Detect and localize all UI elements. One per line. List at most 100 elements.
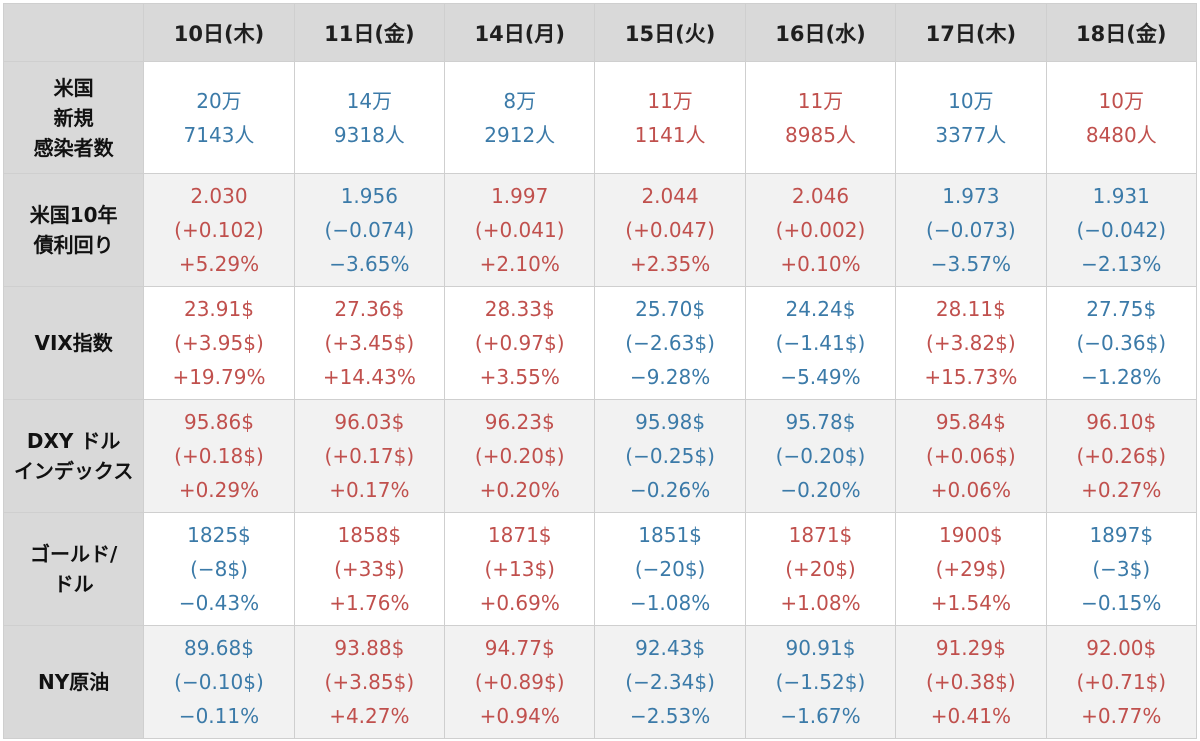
value-cell: 10万 3377人 xyxy=(895,61,1047,174)
value-percent: −0.20% xyxy=(780,478,861,502)
value-cell: 94.77$ (+0.89$) +0.94% xyxy=(444,625,596,739)
value-cell: 24.24$ (−1.41$) −5.49% xyxy=(744,286,897,400)
value-percent: −1.08% xyxy=(629,591,711,615)
value-change: (−0.36$) xyxy=(1076,331,1167,355)
value-cell: 1.997 (+0.041) +2.10% xyxy=(444,173,596,287)
value-change: 7143人 xyxy=(183,122,255,147)
value-percent: +4.27% xyxy=(329,704,410,728)
value-change: 8480人 xyxy=(1085,122,1157,147)
value-change: 1141人 xyxy=(634,122,706,147)
value-cell: 28.33$ (+0.97$) +3.55% xyxy=(444,286,596,400)
value-main: 95.84$ xyxy=(935,410,1006,434)
value-main: 95.98$ xyxy=(635,410,706,434)
value-percent: +14.43% xyxy=(322,365,416,389)
value-main: 94.77$ xyxy=(484,636,555,660)
corner-cell xyxy=(2,3,145,62)
value-cell: 89.68$ (−0.10$) −0.11% xyxy=(143,625,295,739)
value-cell: 1871$ (+20$) +1.08% xyxy=(744,512,897,626)
value-main: 90.91$ xyxy=(785,636,856,660)
value-cell: 25.70$ (−2.63$) −9.28% xyxy=(594,286,746,400)
value-change: (+0.06$) xyxy=(926,444,1016,468)
market-summary-table: 10日(木) 11日(金) 14日(月) 15日(火) 16日(水) 17日(木… xyxy=(2,3,1198,739)
value-cell: 27.36$ (+3.45$) +14.43% xyxy=(293,286,446,400)
value-cell: 93.88$ (+3.85$) +4.27% xyxy=(293,625,446,739)
row-label-line: NY原油 xyxy=(38,670,110,694)
value-change: (+33$) xyxy=(334,557,405,581)
value-main: 1.956 xyxy=(340,184,398,208)
value-change: (+0.102) xyxy=(174,218,264,242)
value-main: 96.03$ xyxy=(334,410,405,434)
value-cell: 96.23$ (+0.20$) +0.20% xyxy=(444,399,596,513)
value-main: 28.33$ xyxy=(484,297,555,321)
row-label: NY原油 xyxy=(2,625,145,739)
value-change: (+0.26$) xyxy=(1076,444,1167,468)
value-change: (−8$) xyxy=(190,557,248,581)
value-change: (+13$) xyxy=(484,557,555,581)
us-10y-yield-row: 米国10年 債利回り 2.030 (+0.102) +5.29% 1.956 (−0.074… xyxy=(2,173,1198,287)
value-change: (+0.97$) xyxy=(474,331,565,355)
value-cell: 10万 8480人 xyxy=(1045,61,1198,174)
value-percent: +0.94% xyxy=(479,704,560,728)
value-change: (+3.95$) xyxy=(174,331,264,355)
value-percent: +0.20% xyxy=(479,478,560,502)
day-header: 16日(水) xyxy=(744,3,897,62)
value-main: 25.70$ xyxy=(635,297,706,321)
us-new-cases-row: 米国 新規 感染者数 20万 7143人 14万 9318人 8万 2912人 11万 1141人 1… xyxy=(2,61,1198,174)
value-main: 96.23$ xyxy=(484,410,555,434)
value-cell: 27.75$ (−0.36$) −1.28% xyxy=(1045,286,1198,400)
value-percent: +15.73% xyxy=(924,365,1018,389)
value-percent: −9.28% xyxy=(629,365,711,389)
value-change: (+0.71$) xyxy=(1076,670,1167,694)
value-percent: −0.43% xyxy=(178,591,260,615)
value-percent: +0.29% xyxy=(178,478,260,502)
value-main: 23.91$ xyxy=(183,297,254,321)
value-change: (−0.073) xyxy=(926,218,1016,242)
value-percent: +0.06% xyxy=(930,478,1011,502)
row-label: 米国10年 債利回り xyxy=(2,173,145,287)
row-label-line: DXY ドル xyxy=(26,429,121,453)
value-percent: +2.35% xyxy=(629,252,711,276)
value-change: (+0.002) xyxy=(775,218,866,242)
value-percent: +1.54% xyxy=(930,591,1011,615)
value-change: (+0.89$) xyxy=(474,670,565,694)
value-change: (−1.52$) xyxy=(775,670,866,694)
value-cell: 1.973 (−0.073) −3.57% xyxy=(895,173,1047,287)
value-main: 1.973 xyxy=(942,184,1000,208)
value-main: 92.00$ xyxy=(1086,636,1157,660)
value-main: 2.046 xyxy=(791,184,850,208)
value-main: 92.43$ xyxy=(635,636,706,660)
value-main: 1871$ xyxy=(788,523,853,547)
row-label: 米国 新規 感染者数 xyxy=(2,61,145,174)
value-cell: 1.956 (−0.074) −3.65% xyxy=(293,173,446,287)
value-change: (−1.41$) xyxy=(775,331,866,355)
value-change: (+20$) xyxy=(785,557,856,581)
row-label-line: 新規 xyxy=(53,105,94,130)
value-cell: 11万 1141人 xyxy=(594,61,746,174)
row-label-line: 米国 xyxy=(53,75,94,100)
value-main: 1851$ xyxy=(638,523,702,547)
value-main: 28.11$ xyxy=(935,297,1006,321)
value-percent: −1.67% xyxy=(780,704,861,728)
value-percent: +0.77% xyxy=(1081,704,1162,728)
value-percent: +19.79% xyxy=(172,365,266,389)
value-change: (+29$) xyxy=(935,557,1007,581)
value-cell: 1897$ (−3$) −0.15% xyxy=(1045,512,1198,626)
day-header: 17日(木) xyxy=(895,3,1047,62)
value-cell: 2.046 (+0.002) +0.10% xyxy=(744,173,897,287)
day-header: 10日(木) xyxy=(143,3,295,62)
row-label: DXY ドル インデックス xyxy=(2,399,145,513)
value-percent: +0.10% xyxy=(780,252,861,276)
value-cell: 2.044 (+0.047) +2.35% xyxy=(594,173,746,287)
value-cell: 14万 9318人 xyxy=(293,61,446,174)
value-change: (+0.38$) xyxy=(926,670,1016,694)
value-percent: −0.11% xyxy=(178,704,260,728)
value-change: (+3.45$) xyxy=(324,331,415,355)
row-label-line: 米国10年 xyxy=(29,203,118,227)
value-change: (−20$) xyxy=(634,557,706,581)
value-main: 11万 xyxy=(647,88,693,113)
value-cell: 1825$ (−8$) −0.43% xyxy=(143,512,295,626)
value-change: 3377人 xyxy=(935,122,1007,147)
value-main: 95.86$ xyxy=(183,410,254,434)
value-main: 27.75$ xyxy=(1086,297,1157,321)
value-percent: −1.28% xyxy=(1081,365,1162,389)
